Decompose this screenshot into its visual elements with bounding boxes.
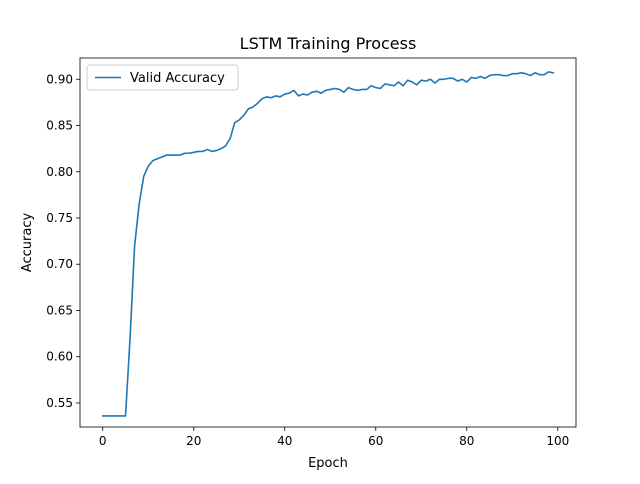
legend-box <box>86 64 239 91</box>
axes-frame <box>79 57 577 428</box>
y-tick-label: 0.80 <box>46 165 73 179</box>
x-tick-label: 100 <box>546 434 569 448</box>
y-tick-label: 0.70 <box>46 257 73 271</box>
x-tick-label: 40 <box>277 434 292 448</box>
chart-title: LSTM Training Process <box>240 34 417 53</box>
y-tick-label: 0.90 <box>46 72 73 86</box>
y-tick-label: 0.85 <box>46 119 73 133</box>
x-tick-label: 20 <box>186 434 201 448</box>
y-tick-label: 0.75 <box>46 211 73 225</box>
x-tick-label: 0 <box>99 434 107 448</box>
series-line <box>101 71 555 417</box>
y-axis: 0.55 0.60 0.65 0.70 0.75 0.80 0.85 0.90 <box>46 72 80 410</box>
x-axis-label: Epoch <box>308 456 348 471</box>
x-tick-label: 60 <box>368 434 383 448</box>
plot-area <box>101 71 555 417</box>
legend-label: Valid Accuracy <box>130 71 225 86</box>
y-tick-label: 0.60 <box>46 350 73 364</box>
y-tick-label: 0.55 <box>46 396 73 410</box>
x-tick-label: 80 <box>459 434 474 448</box>
y-tick-label: 0.65 <box>46 303 73 317</box>
legend: Valid Accuracy <box>86 64 239 91</box>
x-axis: 0 20 40 60 80 100 <box>99 427 569 448</box>
y-axis-label: Accuracy <box>20 213 35 273</box>
